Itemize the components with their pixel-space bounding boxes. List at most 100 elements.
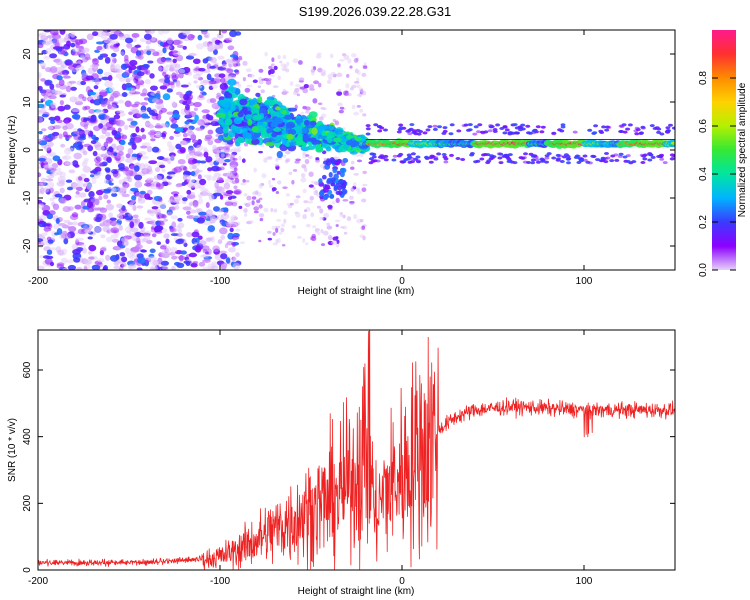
- spectrogram-cell: [97, 68, 104, 75]
- spectrogram-cell: [330, 53, 334, 59]
- spectrogram-cell: [102, 53, 108, 59]
- spectrogram-cell: [279, 60, 283, 64]
- spectrogram-cell: [248, 220, 254, 224]
- spectrogram-cell: [168, 66, 177, 72]
- spectrogram-cell: [244, 213, 248, 217]
- spectrogram-cell: [237, 111, 244, 118]
- spectrogram-cell: [267, 78, 272, 82]
- spectrogram-cell: [139, 163, 146, 170]
- spectrogram-cell: [617, 154, 623, 158]
- spectrogram-cell: [202, 266, 210, 270]
- spectrogram-cell: [129, 156, 136, 161]
- spectrogram-cell: [144, 193, 151, 200]
- spectrogram-cell: [211, 146, 219, 153]
- spectrogram-cell: [559, 129, 565, 133]
- spectrogram-cell: [531, 129, 537, 133]
- spectrogram-cell: [216, 92, 221, 98]
- spectrogram-cell: [196, 144, 203, 152]
- spectrogram-cell: [362, 113, 367, 117]
- spectrogram-cell: [228, 85, 234, 91]
- spectrogram-cell: [94, 161, 104, 167]
- spectrogram-cell: [193, 151, 203, 157]
- spectrogram-cell: [145, 45, 150, 50]
- spectrogram-cell: [300, 111, 305, 115]
- spectrogram-cell: [120, 51, 125, 55]
- spectrogram-cell: [479, 157, 485, 161]
- spectrogram-cell: [38, 203, 45, 209]
- spectrogram-cell: [251, 126, 259, 133]
- spectrogram-cell: [210, 57, 217, 64]
- spectrogram-cell: [258, 76, 262, 81]
- spectrogram-cell: [118, 225, 123, 231]
- spectrogram-cell: [225, 190, 234, 195]
- spectrogram-cell: [71, 108, 81, 113]
- spectrogram-cell: [307, 200, 314, 204]
- spectrogram-cell: [42, 221, 47, 228]
- spectrogram-cell: [143, 235, 151, 241]
- spectrogram-cell: [58, 223, 68, 227]
- spectrogram-cell: [234, 128, 245, 135]
- spectrogram-cell: [162, 66, 169, 73]
- spectrogram-cell: [379, 126, 385, 130]
- spectrogram-cell: [189, 201, 194, 207]
- spectrogram-cell: [268, 69, 272, 76]
- spectrogram-cell: [159, 41, 164, 47]
- spectrogram-cell: [160, 253, 168, 259]
- spectrogram-cell: [211, 175, 217, 182]
- spectrogram-cell: [70, 31, 76, 38]
- spectrogram-cell: [113, 169, 118, 175]
- spectrogram-cell: [281, 110, 287, 115]
- spectrogram-cell: [175, 69, 180, 73]
- spectrogram-cell: [513, 131, 519, 135]
- spectrogram-cell: [136, 240, 141, 246]
- spectrogram-cell: [323, 194, 329, 201]
- spectrogram-cell: [327, 234, 333, 241]
- spectrogram-cell: [294, 84, 301, 88]
- spectrogram-cell: [160, 107, 167, 113]
- spectrogram-cell: [271, 132, 278, 138]
- spectrogram-cell: [132, 136, 142, 144]
- spectrogram-cell: [117, 127, 122, 133]
- spectrogram-cell: [38, 215, 41, 223]
- spectrogram-cell: [228, 247, 236, 253]
- spectrogram-cell: [293, 198, 300, 204]
- spectrogram-cell: [601, 125, 607, 129]
- spectrogram-cell: [258, 183, 263, 189]
- spectrogram-cell: [38, 85, 43, 91]
- spectrogram-cell: [144, 182, 152, 187]
- spectrogram-cell: [592, 131, 598, 135]
- spectrogram-cell: [181, 181, 187, 186]
- spectrogram-cell: [106, 156, 112, 162]
- spectrogram-cell: [228, 219, 234, 225]
- spectrogram-cell: [167, 81, 175, 86]
- spectrogram-cell: [218, 134, 224, 141]
- spectrogram-cell: [67, 161, 73, 166]
- spectrogram-cell: [277, 55, 281, 60]
- spectrogram-cell: [251, 200, 255, 206]
- spectrogram-cell: [40, 177, 47, 182]
- spectrogram-cell: [291, 180, 295, 185]
- spectrogram-cell: [128, 264, 133, 270]
- snr-panel: -200 -100 0 100 0 200 400 600 Height of straig…: [7, 329, 676, 597]
- spectrogram-cell: [211, 84, 219, 89]
- spectrogram-cell: [38, 103, 45, 109]
- spectrogram-cell: [328, 171, 333, 178]
- spectrogram-cell: [104, 80, 114, 88]
- spectrogram-cell: [226, 92, 233, 99]
- spectrogram-cell: [275, 106, 281, 111]
- spectrogram-x-axis: -200 -100 0 100: [28, 30, 593, 287]
- spectrogram-cell: [137, 256, 146, 264]
- spectrogram-cell: [654, 126, 660, 130]
- spectrogram-cell: [46, 213, 54, 220]
- spectrogram-cell: [227, 78, 237, 86]
- spectrogram-cell: [185, 55, 195, 60]
- spectrogram-cell: [159, 245, 167, 250]
- spectrogram-cell: [383, 128, 388, 132]
- spectrogram-cell: [235, 88, 241, 96]
- spectrogram-cell: [104, 56, 111, 64]
- spectrogram-cell: [410, 152, 416, 156]
- spectrogram-cell: [150, 259, 159, 266]
- spectrogram-cell: [102, 189, 111, 194]
- y-tick-label: -20: [22, 238, 33, 253]
- spectrogram-cell: [131, 235, 138, 241]
